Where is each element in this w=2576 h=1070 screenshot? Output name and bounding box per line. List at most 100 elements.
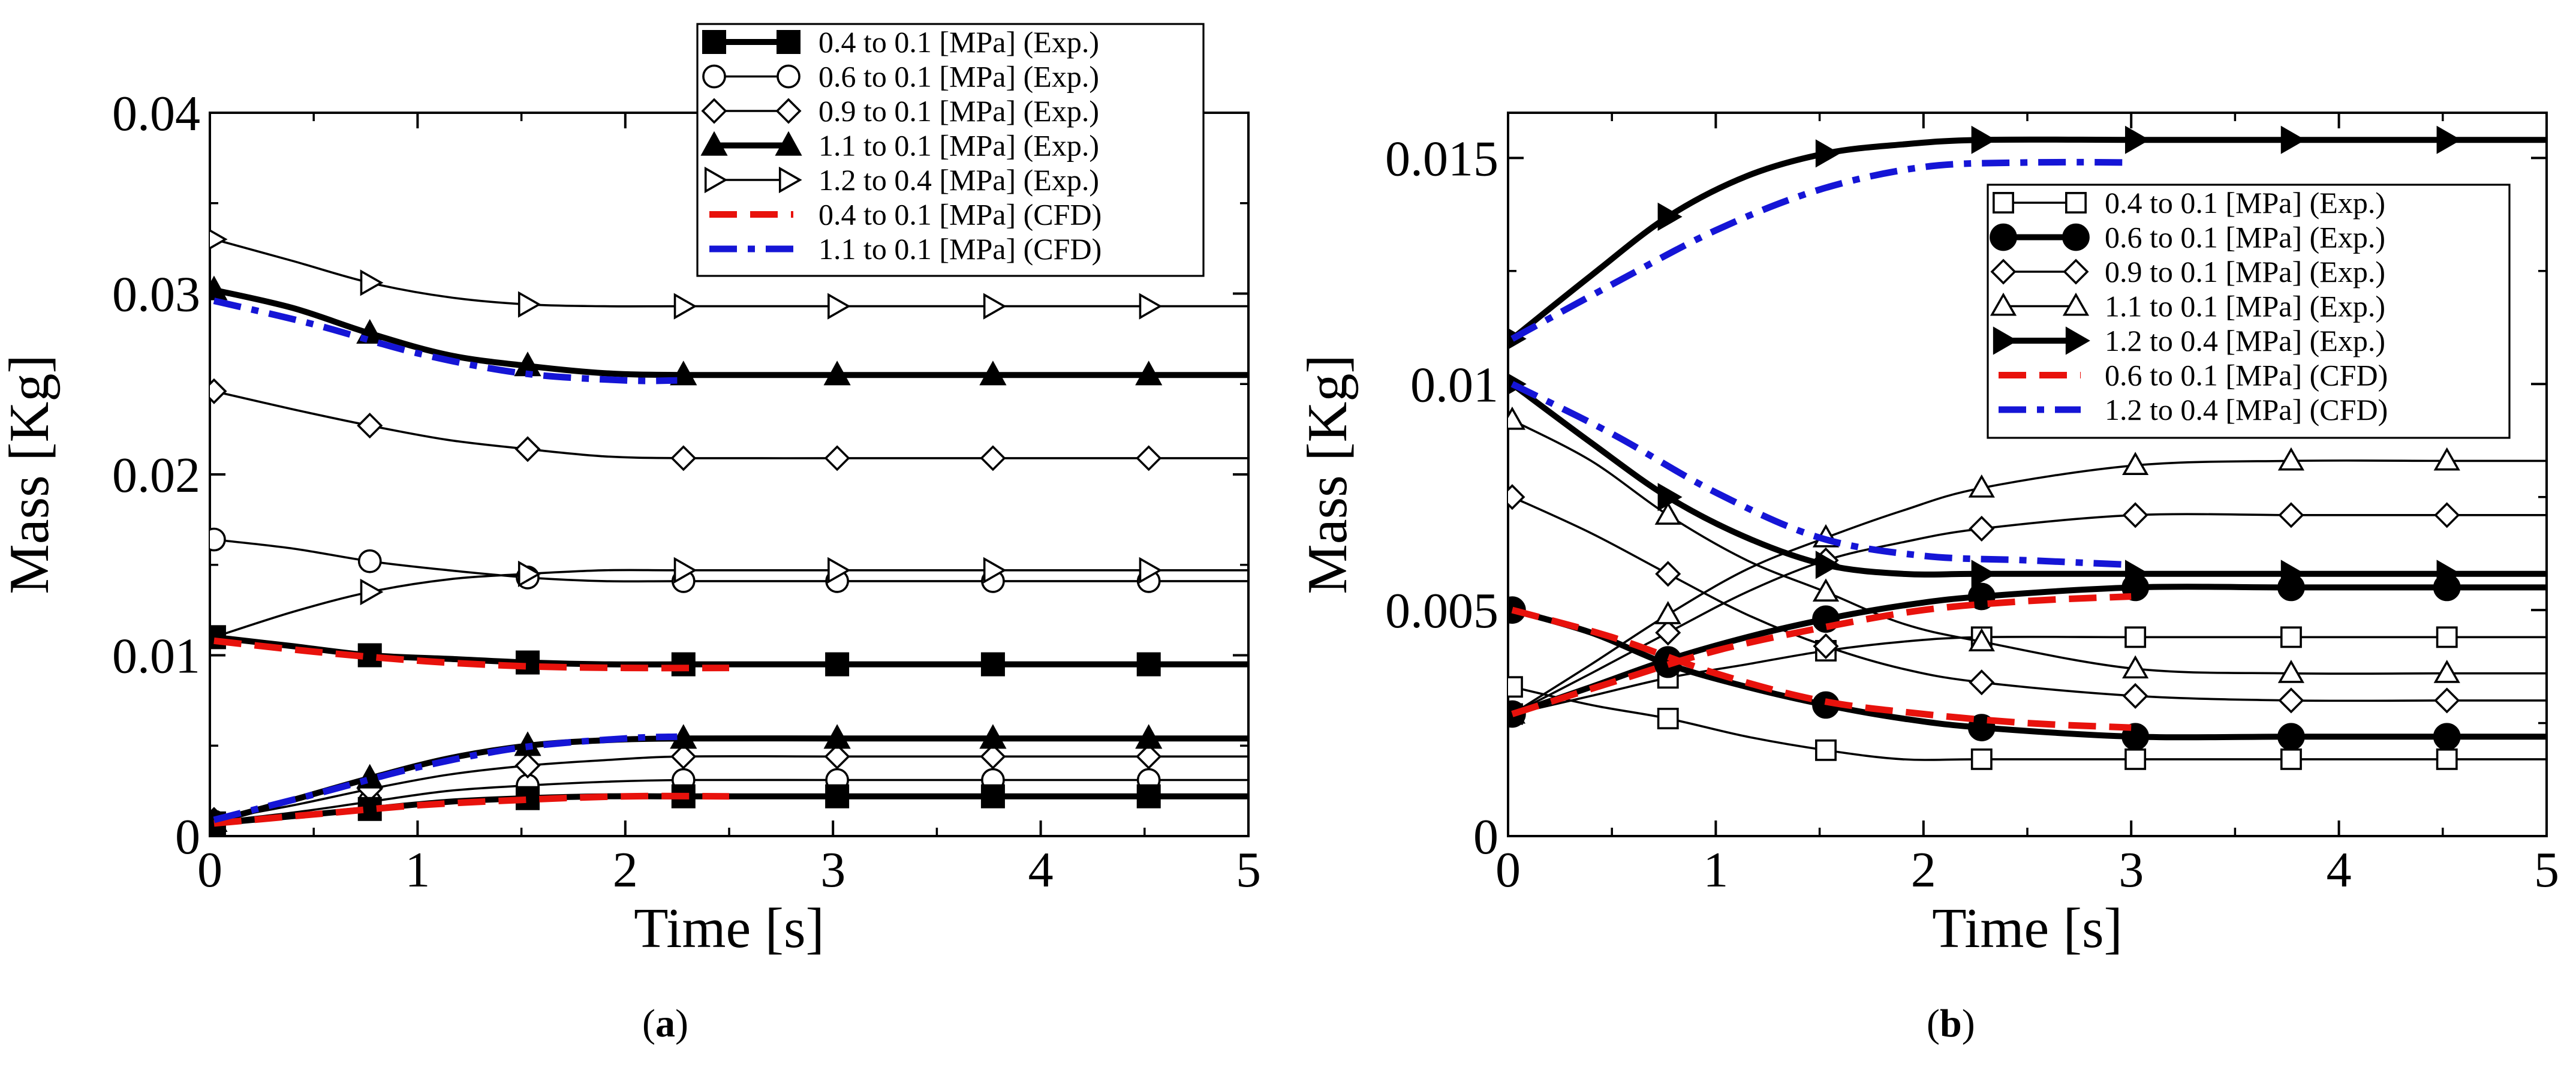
series-6-point-8 (2277, 660, 2305, 683)
x-tick-label: 0 (197, 842, 222, 898)
series-8-point-7 (827, 293, 851, 320)
series-7-point-9 (1135, 724, 1163, 749)
x-tick-label: 5 (2534, 842, 2559, 898)
series-9-point-2 (360, 578, 384, 606)
series-4-point-4 (1813, 633, 1839, 659)
y-tick-label: 0.03 (112, 267, 200, 323)
legend-label-4: 1.2 to 0.4 [MPa] (Exp.) (818, 163, 1099, 197)
series-8-point-9 (1139, 293, 1163, 320)
y-tick-label: 0 (1473, 809, 1498, 865)
series-8-point-4 (1815, 139, 1840, 168)
legend: 0.4 to 0.1 [MPa] (Exp.)0.6 to 0.1 [MPa] … (696, 23, 1205, 277)
panel-caption: (b) (1927, 1002, 1975, 1045)
x-tick-label: 2 (613, 842, 638, 898)
series-9-point-9 (2436, 560, 2461, 588)
series-4-point-9 (2434, 687, 2460, 714)
series-1-point-7 (2124, 626, 2147, 648)
legend-label-4: 1.2 to 0.4 [MPa] (Exp.) (2105, 324, 2385, 357)
legend-marker-0-end (777, 30, 801, 54)
y-tick-label: 0.005 (1385, 583, 1498, 639)
series-5-point-9 (1136, 743, 1162, 770)
series-8-point-9 (2436, 125, 2461, 154)
series-0-point-7 (825, 652, 850, 677)
series-0-point-6 (671, 652, 696, 677)
series-7-point-9 (2433, 447, 2460, 471)
legend-label-3: 1.1 to 0.1 [MPa] (Exp.) (818, 129, 1099, 163)
series-4-point-7 (824, 445, 850, 471)
legend-marker-2-end (775, 98, 802, 124)
series-line-9 (1510, 381, 2547, 578)
x-axis-title: Time [s] (634, 897, 824, 960)
caption-open-paren: ( (1927, 1002, 1940, 1045)
series-1-point-9 (2436, 626, 2458, 648)
x-tick-label: 4 (1028, 842, 1054, 898)
series-4-point-4 (514, 436, 541, 462)
legend-marker-1-end (777, 64, 801, 89)
series-4-point-0 (1508, 484, 1525, 510)
y-tick-label: 0.01 (112, 629, 200, 684)
series-0-point-0 (1508, 676, 1523, 698)
legend-marker-4-start (1993, 326, 2018, 355)
series-5-point-2 (1655, 620, 1681, 646)
series-8-point-2 (1657, 202, 1683, 231)
series-2-point-0 (210, 527, 226, 552)
plot-area (210, 229, 1248, 835)
series-9-point-4 (1815, 551, 1840, 579)
panel-caption: (a) (642, 1002, 688, 1045)
series-line-8 (1510, 136, 2547, 341)
legend-marker-4-start (704, 166, 728, 194)
caption-letter: b (1940, 1002, 1962, 1045)
series-6-point-8 (979, 360, 1007, 386)
series-4-point-9 (1136, 445, 1162, 471)
series-9-point-7 (827, 557, 851, 584)
series-4-point-0 (210, 378, 227, 404)
series-7-point-7 (2122, 452, 2149, 475)
series-8-point-7 (2124, 125, 2150, 154)
series-6-point-0 (210, 275, 228, 300)
series-line-12 (213, 297, 678, 384)
series-9-point-8 (2280, 560, 2306, 588)
series-line-6 (1512, 419, 2547, 675)
series-line-10 (1511, 606, 2132, 731)
series-8-point-6 (1971, 125, 1996, 154)
series-7-point-8 (979, 724, 1007, 749)
series-5-point-7 (824, 743, 850, 770)
y-tick-label: 0.015 (1385, 131, 1498, 187)
x-tick-label: 4 (2327, 842, 2352, 898)
y-tick-label: 0.01 (1410, 357, 1498, 413)
series-1-point-8 (980, 784, 1005, 808)
legend-marker-3-start (1990, 292, 2017, 316)
series-6-point-7 (823, 360, 851, 386)
series-4-point-8 (2278, 687, 2304, 714)
series-9-point-9 (1139, 557, 1163, 584)
chart-panel-b: 0 1 2 3 4 5 0 0.005 0.01 0.015 Time [s] Mass [Kg] 0.… (1296, 112, 2559, 1045)
series-5-point-9 (2434, 502, 2460, 528)
series-7-point-8 (2277, 447, 2305, 471)
series-1-point-8 (2280, 626, 2302, 648)
series-line-12 (1510, 158, 2132, 342)
series-line-5 (1512, 513, 2547, 716)
series-6-point-9 (2433, 660, 2460, 683)
legend-marker-1-start (702, 64, 726, 89)
series-6-point-4 (1812, 578, 1840, 602)
series-1-point-9 (1136, 784, 1161, 808)
x-tick-label: 2 (1911, 842, 1936, 898)
series-4-point-6 (1969, 669, 1995, 696)
series-0-point-4 (1815, 739, 1837, 761)
y-tick-label: 0.02 (112, 447, 200, 503)
chart-panel-a: 0 1 2 3 4 5 0 0.01 0.02 0.03 0.04 Time [s] Mass [Kg]… (0, 23, 1261, 1045)
legend-label-5: 0.6 to 0.1 [MPa] (CFD) (2105, 359, 2388, 392)
legend-marker-0-end (2065, 192, 2087, 214)
series-2-point-9 (2433, 723, 2461, 751)
legend-label-2: 0.9 to 0.1 [MPa] (Exp.) (818, 94, 1099, 128)
y-axis-title: Mass [Kg] (1296, 354, 1359, 594)
series-1-point-7 (825, 784, 850, 808)
series-6-point-2 (1654, 501, 1681, 525)
series-line-10 (213, 637, 730, 672)
series-9-point-8 (983, 557, 1007, 584)
series-line-4 (1512, 496, 2547, 702)
legend-label-3: 1.1 to 0.1 [MPa] (Exp.) (2105, 290, 2385, 323)
series-9-point-7 (2124, 560, 2150, 588)
series-0-point-8 (2280, 748, 2302, 770)
